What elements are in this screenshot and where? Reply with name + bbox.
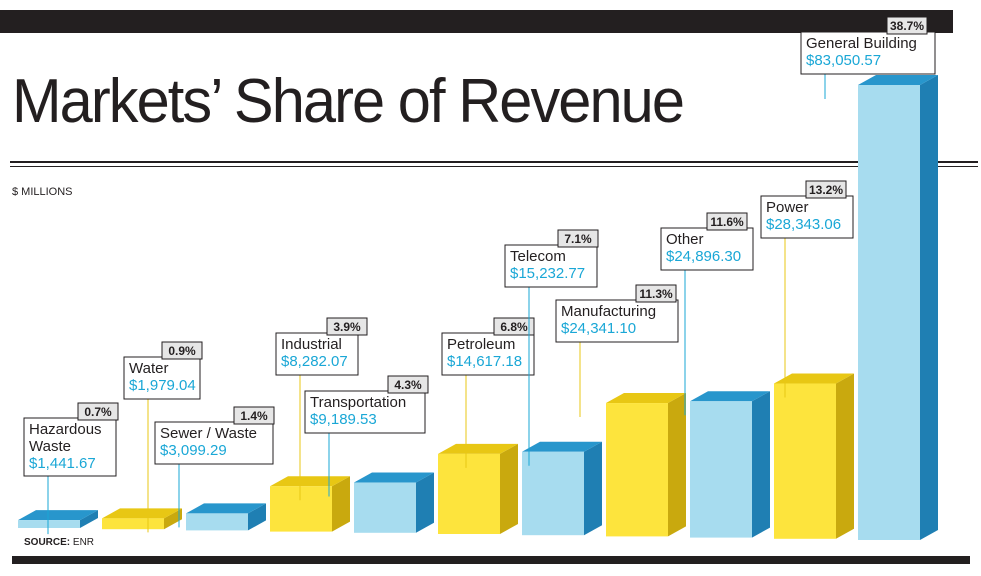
bar-side-general-building <box>920 75 938 540</box>
top-bar <box>0 10 953 33</box>
percent-label-telecom: 7.1% <box>564 232 592 246</box>
bar-general-building <box>858 85 920 540</box>
bar-top-general-building <box>858 75 938 85</box>
bar-water <box>102 518 164 530</box>
bar-side-sewer-waste <box>248 503 266 531</box>
percent-tag-industrial <box>326 317 368 336</box>
value-label-petroleum: $14,617.18 <box>447 353 522 370</box>
bar-petroleum <box>438 453 500 534</box>
category-label-sewer-waste: Sewer / Waste <box>160 425 257 442</box>
category-label-telecom: Telecom <box>510 248 566 265</box>
label-box-manufacturing <box>555 299 679 343</box>
value-label-industrial: $8,282.07 <box>281 353 348 370</box>
source-note: SOURCE: ENR <box>24 537 94 548</box>
bar-side-manufacturing <box>668 393 686 537</box>
percent-tag-manufacturing <box>635 284 677 303</box>
bar-hazardous-waste <box>18 520 80 528</box>
bottom-bar <box>12 556 970 564</box>
label-box-general-building <box>800 31 936 75</box>
label-box-telecom <box>504 244 598 288</box>
bar-top-telecom <box>522 441 602 452</box>
value-label-water: $1,979.04 <box>129 377 196 394</box>
percent-label-water: 0.9% <box>168 344 196 358</box>
value-label-power: $28,343.06 <box>766 216 841 233</box>
category-label-water: Water <box>129 360 168 377</box>
category-label-general-building: General Building <box>806 35 917 52</box>
percent-tag-power <box>805 180 847 199</box>
percent-label-sewer-waste: 1.4% <box>240 409 268 423</box>
percent-label-other: 11.6% <box>710 215 744 229</box>
label-box-hazardous-waste <box>23 417 117 477</box>
bar-top-transportation <box>354 472 434 483</box>
bar-manufacturing <box>606 403 668 537</box>
bar-top-sewer-waste <box>186 503 266 514</box>
category-label-power: Power <box>766 199 809 216</box>
bar-side-power <box>836 373 854 539</box>
label-box-petroleum <box>441 332 535 376</box>
bar-top-industrial <box>270 476 350 487</box>
category-label-industrial: Industrial <box>281 336 342 353</box>
source-value: ENR <box>72 537 95 548</box>
percent-tag-general-building <box>886 16 928 35</box>
label-box-power <box>760 195 854 239</box>
percent-tag-hazardous-waste <box>77 402 119 421</box>
bar-top-other <box>690 391 770 402</box>
bar-other <box>690 401 752 538</box>
bar-side-petroleum <box>500 443 518 534</box>
label-box-transportation <box>304 390 426 434</box>
percent-label-transportation: 4.3% <box>394 378 422 392</box>
percent-tag-water <box>161 341 203 360</box>
percent-tag-transportation <box>387 375 429 394</box>
bar-top-hazardous-waste <box>18 510 98 521</box>
bar-side-other <box>752 391 770 538</box>
bar-side-telecom <box>584 441 602 536</box>
chart-title: Markets’ Share of Revenue <box>12 67 685 136</box>
bar-industrial <box>270 486 332 532</box>
label-box-other <box>660 227 754 271</box>
category-label-petroleum: Petroleum <box>447 336 515 353</box>
bar-telecom <box>522 451 584 536</box>
bar-side-hazardous-waste <box>80 510 98 528</box>
value-label-manufacturing: $24,341.10 <box>561 320 636 337</box>
percent-label-hazardous-waste: 0.7% <box>84 405 112 419</box>
percent-tag-other <box>706 212 748 231</box>
percent-label-general-building: 38.7% <box>890 19 924 33</box>
label-box-industrial <box>275 332 359 376</box>
title-rule-thin <box>10 166 978 167</box>
percent-tag-petroleum <box>493 317 535 336</box>
bar-top-power <box>774 373 854 384</box>
percent-label-petroleum: 6.8% <box>500 320 528 334</box>
bar-power <box>774 383 836 539</box>
value-label-hazardous-waste: $1,441.67 <box>29 455 96 472</box>
category-label-manufacturing: Manufacturing <box>561 303 656 320</box>
percent-label-power: 13.2% <box>809 183 843 197</box>
bar-top-water <box>102 508 182 519</box>
bar-top-petroleum <box>438 443 518 454</box>
label-box-sewer-waste <box>154 421 274 465</box>
value-label-other: $24,896.30 <box>666 248 741 265</box>
value-label-sewer-waste: $3,099.29 <box>160 442 227 459</box>
category-label-transportation: Transportation <box>310 394 406 411</box>
percent-tag-sewer-waste <box>233 406 275 425</box>
bar-top-manufacturing <box>606 393 686 404</box>
units-label: $ MILLIONS <box>12 186 73 198</box>
title-rule <box>10 161 978 163</box>
percent-tag-telecom <box>557 229 599 248</box>
category-label-hazardous-waste: Waste <box>29 438 71 455</box>
bar-sewer-waste <box>186 513 248 531</box>
source-label: SOURCE: <box>24 537 71 548</box>
percent-label-industrial: 3.9% <box>333 320 361 334</box>
bar-transportation <box>354 482 416 533</box>
bar-side-water <box>164 508 182 530</box>
category-label-hazardous-waste: Hazardous <box>29 421 102 438</box>
bar-side-industrial <box>332 476 350 532</box>
value-label-telecom: $15,232.77 <box>510 265 585 282</box>
value-label-transportation: $9,189.53 <box>310 411 377 428</box>
value-label-general-building: $83,050.57 <box>806 52 881 69</box>
percent-label-manufacturing: 11.3% <box>639 287 673 301</box>
category-label-other: Other <box>666 231 704 248</box>
bar-side-transportation <box>416 472 434 533</box>
label-box-water <box>123 356 201 400</box>
